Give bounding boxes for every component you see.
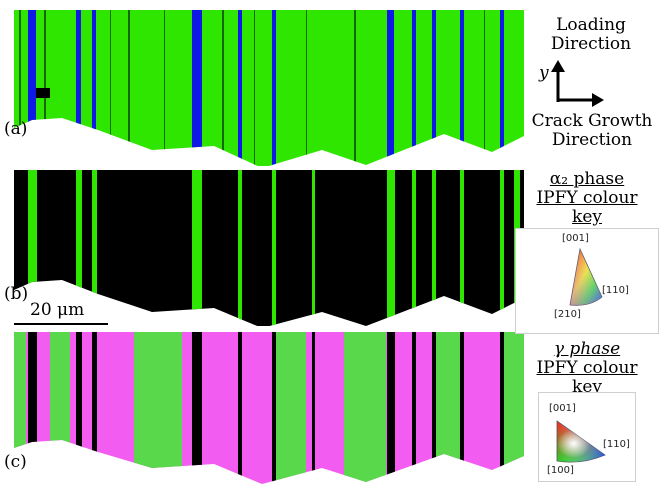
- gamma-key-title: γ phase: [553, 339, 621, 359]
- panel-a-label: (a): [4, 119, 28, 139]
- panel-a-map: [14, 10, 524, 166]
- gamma-colour-key: [001] [110] [100]: [538, 392, 636, 482]
- alpha2-key-subtitle-1: IPFY colour: [536, 188, 638, 208]
- scale-bar-line: [14, 323, 108, 325]
- crack-growth-direction-label: Crack Growth Direction: [527, 112, 657, 150]
- loading-direction-line-1: Loading: [556, 15, 626, 35]
- alpha2-label-210: [210]: [554, 309, 581, 320]
- alpha2-label-001: [001]: [562, 233, 589, 244]
- panel-b-map: [14, 170, 524, 326]
- gamma-label-110: [110]: [603, 439, 630, 450]
- panel-c-map: [14, 332, 524, 484]
- alpha2-triangle-icon: [569, 247, 603, 306]
- crack-growth-line-2: Direction: [551, 130, 633, 150]
- panel-c-label: (c): [4, 452, 27, 472]
- axes-arrows-icon: [551, 60, 604, 107]
- gamma-key-subtitle-2: key: [572, 377, 602, 397]
- alpha2-label-110: [110]: [602, 285, 629, 296]
- loading-direction-line-2: Direction: [550, 34, 632, 54]
- panel-b-label: (b): [4, 284, 29, 304]
- y-axis-label: y: [539, 63, 549, 83]
- gamma-triangle-icon: [556, 420, 606, 463]
- gamma-key-heading: γ phase IPFY colour key: [527, 340, 647, 397]
- alpha2-colour-key: [001] [110] [210]: [515, 228, 659, 334]
- gamma-label-001: [001]: [549, 403, 576, 414]
- loading-direction-label: Loading Direction: [532, 16, 650, 54]
- scale-bar-label: 20 μm: [30, 300, 85, 320]
- crack-growth-line-1: Crack Growth: [531, 111, 653, 131]
- gamma-key-subtitle-1: IPFY colour: [536, 358, 638, 378]
- gamma-label-100: [100]: [547, 465, 574, 476]
- alpha2-key-title: α₂ phase: [549, 169, 625, 189]
- alpha2-key-subtitle-2: key: [572, 207, 602, 227]
- alpha2-key-heading: α₂ phase IPFY colour key: [527, 170, 647, 227]
